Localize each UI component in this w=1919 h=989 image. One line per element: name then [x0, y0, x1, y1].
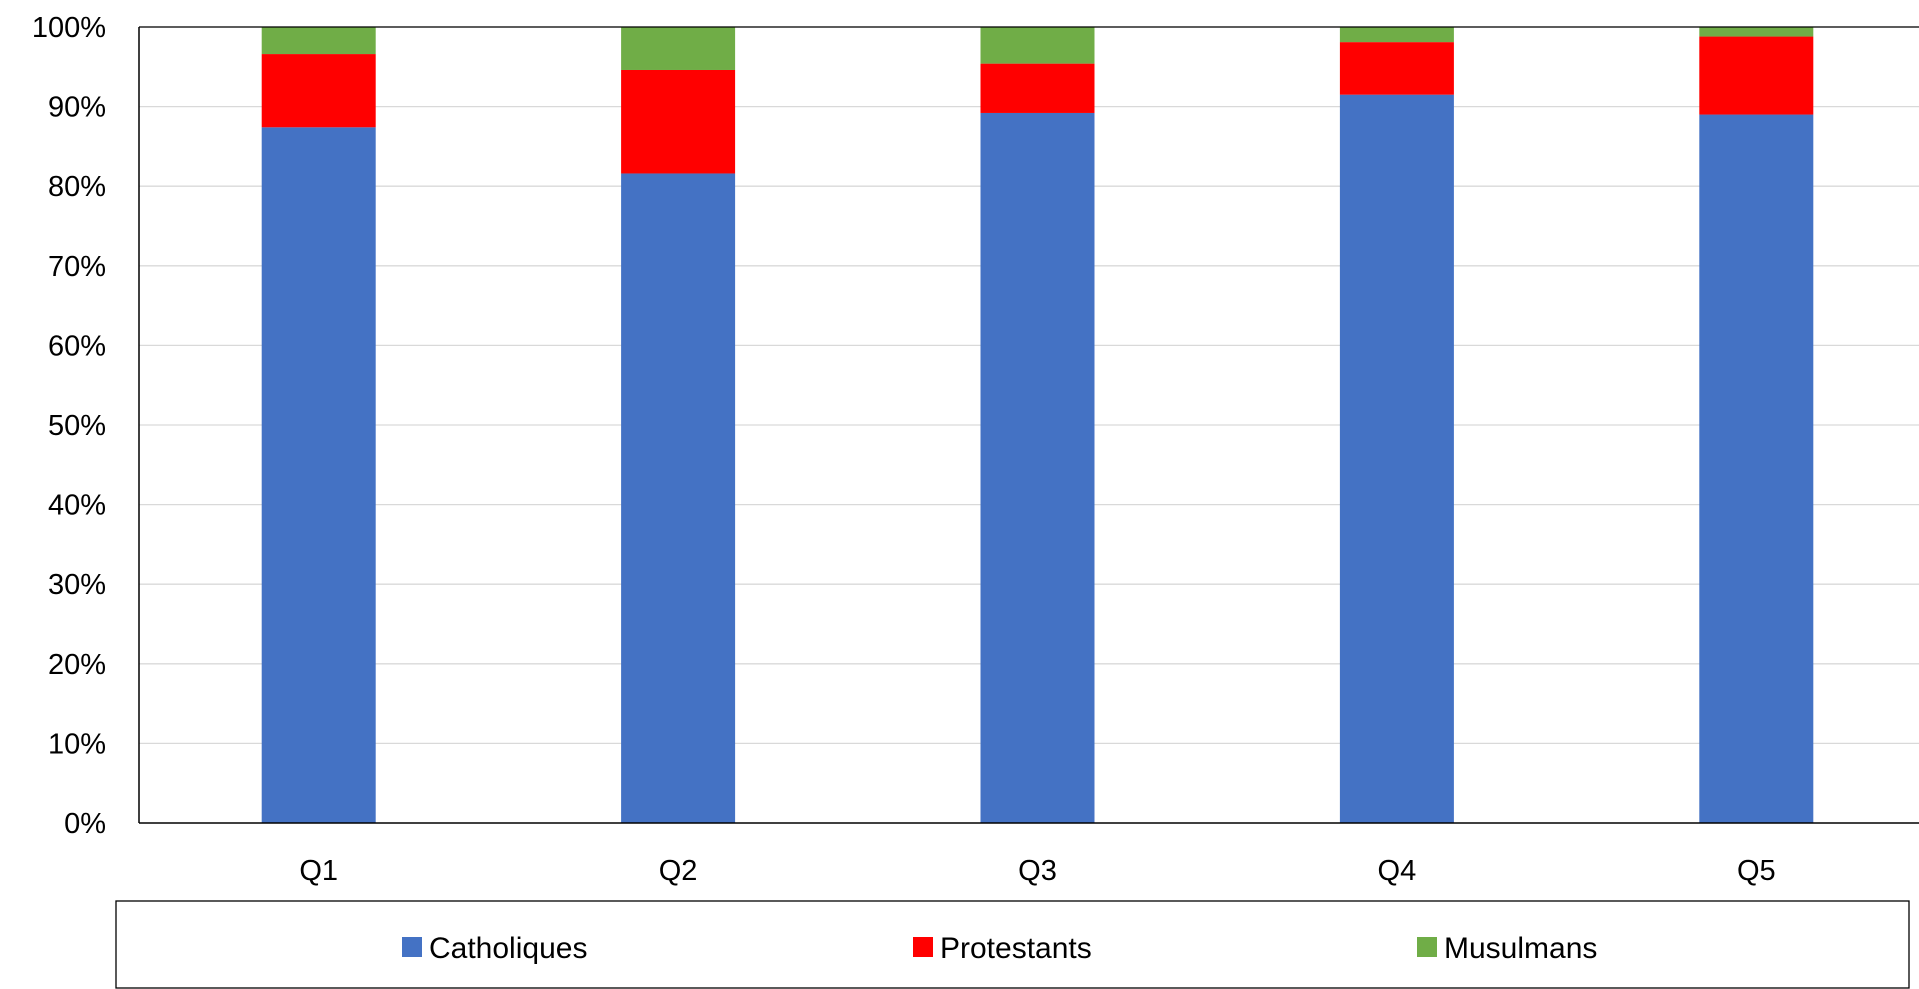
y-tick-label: 100% [32, 12, 106, 44]
y-tick-label: 80% [48, 171, 106, 203]
axes [138, 26, 1919, 824]
y-tick-label: 50% [48, 410, 106, 442]
bar-segment-catholiques-q4 [1339, 94, 1454, 823]
y-tick-label: 30% [48, 569, 106, 601]
x-category-label: Q5 [1737, 855, 1776, 887]
bar-segment-catholiques-q1 [261, 127, 376, 823]
bar-segment-musulmans-q5 [1699, 27, 1814, 37]
x-category-label: Q3 [1018, 855, 1057, 887]
y-tick-label: 60% [48, 330, 106, 362]
bar-segment-protestants-q1 [261, 54, 376, 128]
x-category-label: Q1 [299, 855, 338, 887]
bar-segment-protestants-q4 [1339, 42, 1454, 95]
bar-segment-protestants-q2 [621, 69, 736, 174]
bar-segment-musulmans-q1 [261, 27, 376, 55]
bar-segment-protestants-q5 [1699, 36, 1814, 115]
bar-segment-musulmans-q3 [980, 27, 1095, 64]
bar-segment-catholiques-q5 [1699, 114, 1814, 823]
legend-swatch-protestants [913, 937, 933, 957]
y-tick-label: 20% [48, 649, 106, 681]
legend-label-catholiques: Catholiques [429, 932, 587, 965]
legend-swatch-musulmans [1417, 937, 1437, 957]
bars [261, 27, 1814, 824]
bar-segment-catholiques-q2 [621, 173, 736, 824]
x-axis-category-labels: Q1 Q2 Q3 Q4 Q5 [299, 855, 1775, 887]
legend: Catholiques Protestants Musulmans [115, 900, 1910, 989]
y-tick-label: 10% [48, 728, 106, 760]
legend-label-musulmans: Musulmans [1444, 932, 1597, 965]
bar-segment-musulmans-q2 [621, 27, 736, 70]
legend-label-protestants: Protestants [940, 932, 1092, 965]
y-axis-tick-labels: 0% 10% 20% 30% 40% 50% 60% 70% 80% 90% 100% [32, 12, 106, 840]
bar-segment-protestants-q3 [980, 63, 1095, 113]
bar-segment-catholiques-q3 [980, 112, 1095, 823]
x-category-label: Q2 [659, 855, 698, 887]
legend-swatch-catholiques [402, 937, 422, 957]
y-tick-label: 70% [48, 251, 106, 283]
bar-segment-musulmans-q4 [1339, 27, 1454, 43]
y-tick-label: 40% [48, 490, 106, 522]
y-tick-label: 0% [64, 808, 106, 840]
x-category-label: Q4 [1378, 855, 1417, 887]
y-tick-label: 90% [48, 92, 106, 124]
